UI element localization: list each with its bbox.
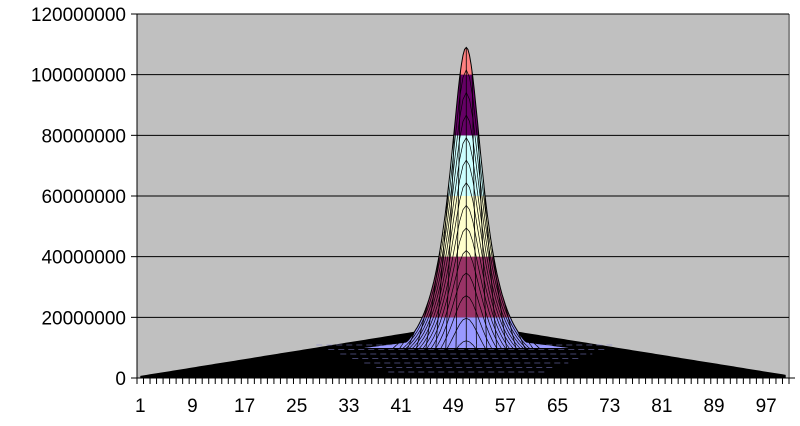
y-axis-ticks: 0 20000000 40000000 60000000 80000000 1000000… bbox=[31, 5, 137, 390]
y-tick-label: 100000000 bbox=[31, 66, 126, 87]
surface-mesh bbox=[316, 344, 617, 373]
x-tick-label: 9 bbox=[187, 396, 198, 417]
y-tick-label: 0 bbox=[115, 369, 126, 390]
x-tick-label: 73 bbox=[599, 396, 620, 417]
x-tick-label: 25 bbox=[286, 396, 307, 417]
y-tick-label: 20000000 bbox=[41, 308, 126, 329]
x-tick-label: 97 bbox=[756, 396, 777, 417]
x-tick-label: 81 bbox=[651, 396, 672, 417]
x-axis-ticks: 1 9 17 25 33 41 49 57 65 73 81 89 97 bbox=[135, 378, 790, 417]
y-tick-label: 80000000 bbox=[41, 126, 126, 147]
x-tick-label: 1 bbox=[135, 396, 146, 417]
y-tick-label: 120000000 bbox=[31, 5, 126, 26]
x-tick-label: 89 bbox=[703, 396, 724, 417]
x-tick-label: 57 bbox=[495, 396, 516, 417]
x-tick-label: 49 bbox=[443, 396, 464, 417]
y-tick-label: 40000000 bbox=[41, 248, 126, 269]
x-tick-label: 33 bbox=[338, 396, 359, 417]
x-tick-label: 65 bbox=[547, 396, 568, 417]
y-tick-label: 60000000 bbox=[41, 187, 126, 208]
x-tick-label: 41 bbox=[390, 396, 411, 417]
x-tick-label: 17 bbox=[234, 396, 255, 417]
